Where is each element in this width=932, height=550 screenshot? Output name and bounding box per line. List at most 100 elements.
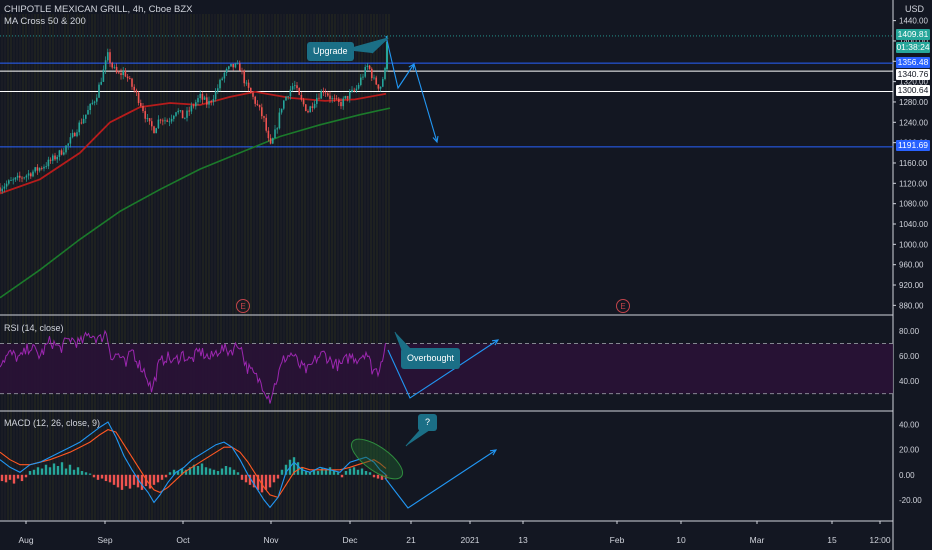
candle-body (373, 77, 375, 79)
macd-histogram-bar (44, 464, 48, 475)
x-tick-label: Mar (750, 535, 765, 545)
candle-body (135, 90, 138, 93)
macd-histogram-bar (208, 468, 212, 475)
candle-body (32, 171, 34, 177)
candle-body (375, 77, 377, 85)
macd-histogram-bar (304, 471, 308, 475)
price-tag: 1409.81 (896, 29, 930, 40)
candle-body (133, 86, 135, 91)
candle-body (305, 104, 307, 111)
candle-body (243, 70, 245, 84)
candle-body (333, 98, 336, 99)
candle-body (318, 97, 320, 99)
macd-histogram-bar (20, 474, 24, 482)
macd-arrow (384, 449, 497, 509)
candle-body (212, 99, 215, 102)
candle-body (351, 89, 353, 92)
rsi-tick-label: 60.00 (899, 352, 920, 361)
macd-histogram-bar (172, 469, 176, 475)
candle-body (316, 97, 318, 104)
macd-line (0, 421, 387, 509)
candle-body (23, 177, 25, 179)
candle-body (192, 105, 195, 107)
macd-histogram-bar (80, 471, 84, 475)
macd-histogram-bar (24, 474, 28, 478)
macd-pane[interactable] (0, 421, 388, 509)
candle-body (188, 110, 190, 112)
candle-body (239, 63, 241, 71)
candle-body (52, 155, 54, 161)
macd-histogram-bar (244, 474, 248, 483)
macd-histogram-bar (284, 464, 288, 475)
candle-body (294, 85, 296, 87)
x-tick-label: Feb (610, 535, 625, 545)
macd-histogram-bar (120, 474, 124, 490)
macd-histogram-bar (372, 474, 376, 478)
candle-body (250, 87, 252, 94)
rsi-tick-label: 40.00 (899, 377, 920, 386)
candle-body (74, 132, 76, 137)
candle-body (12, 179, 14, 181)
candle-body (122, 70, 124, 76)
price-arrow-down (397, 62, 438, 143)
drawings[interactable] (344, 35, 500, 509)
candle-body (109, 52, 111, 63)
candle-body (65, 145, 67, 153)
candle-body (5, 183, 8, 187)
x-tick-label: Sep (97, 535, 112, 545)
macd-histogram-bar (224, 466, 228, 475)
macd-histogram-bar (252, 474, 256, 488)
candle-body (164, 120, 166, 122)
upgrade-callout[interactable]: Upgrade (307, 42, 354, 61)
overbought-callout[interactable]: Overbought (401, 348, 461, 369)
x-tick-label: Oct (176, 535, 190, 545)
candle-body (203, 97, 206, 100)
candle-body (232, 63, 234, 68)
macd-histogram-bar (332, 471, 336, 475)
candle-body (276, 128, 278, 130)
price-tick-label: 1400.00 (899, 37, 928, 46)
macd-histogram-bar (216, 471, 220, 475)
candle-body (320, 91, 322, 99)
macd-histogram-bar (40, 468, 44, 475)
macd-histogram-bar (12, 474, 16, 484)
macd-histogram-bar (364, 471, 368, 475)
price-tick-label: 1440.00 (899, 17, 928, 26)
candle-body (87, 110, 89, 115)
symbol-name: CHIPOTLE MEXICAN GRILL, 4h, Cboe BZX (4, 4, 193, 15)
candle-body (219, 79, 221, 89)
candle-body (82, 118, 85, 124)
macd-histogram-bar (36, 467, 40, 475)
rsi-line (0, 329, 386, 404)
candle-body (309, 106, 311, 113)
upgrade-pointer (344, 37, 389, 54)
macd-histogram-bar (256, 474, 260, 490)
macd-tick-label: 20.00 (899, 446, 920, 455)
candle-body (111, 62, 113, 68)
candle-body (377, 84, 380, 89)
ma-indicator-label: MA Cross 50 & 200 (4, 16, 86, 27)
candle-body (93, 101, 96, 103)
candle-body (384, 68, 386, 80)
macd-histogram-bar (356, 469, 360, 475)
candle-body (298, 88, 300, 95)
candle-body (102, 69, 105, 82)
candle-body (168, 121, 171, 123)
candle-body (206, 97, 208, 105)
macd-histogram-bar (148, 474, 152, 489)
earnings-marker[interactable]: E (236, 299, 250, 313)
macd-histogram-bar (280, 469, 284, 475)
candle-body (225, 68, 228, 73)
macd-histogram-bar (320, 468, 324, 475)
price-pane[interactable] (0, 35, 893, 299)
macd-histogram-bar (68, 464, 72, 475)
macd-histogram-bar (276, 474, 280, 479)
macd-histogram-bar (72, 469, 76, 475)
earnings-marker[interactable]: E (616, 299, 630, 313)
macd-histogram-bar (200, 463, 204, 475)
rsi-label: RSI (14, close) (4, 323, 64, 333)
question-callout[interactable]: ? (418, 414, 438, 431)
rsi-arrow (387, 339, 499, 399)
macd-histogram-bar (380, 474, 384, 480)
